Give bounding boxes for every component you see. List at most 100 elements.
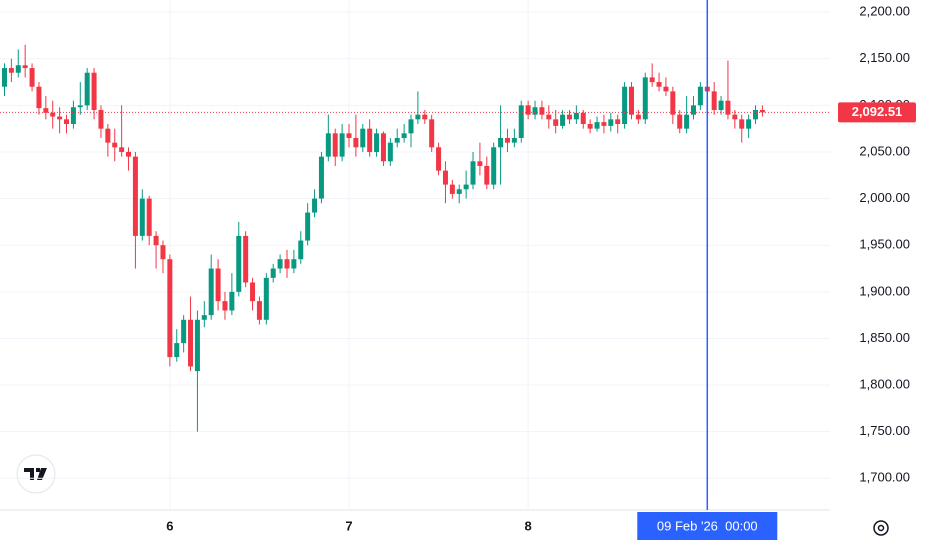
candle-body (153, 235, 159, 246)
candle-body (422, 114, 428, 120)
y-tick-label: 2,150.00 (859, 50, 910, 65)
candle-body (429, 119, 435, 148)
candle-body (36, 86, 42, 109)
candle-body (566, 114, 572, 120)
candle-body (587, 124, 593, 129)
crosshair-label: 09 Feb '26 00:00 (657, 518, 758, 533)
candle-body (628, 86, 634, 115)
candle-body (70, 107, 76, 125)
candle-body (105, 128, 111, 143)
candle-body (194, 319, 200, 372)
last-price-box (838, 102, 916, 123)
candle-body (732, 114, 738, 120)
candle-body (174, 343, 180, 358)
candle-body (84, 72, 90, 106)
candle-body (8, 68, 14, 73)
candle-body (711, 91, 717, 111)
candle-body (208, 268, 214, 316)
candle-body (684, 114, 690, 129)
y-tick-label: 1,750.00 (859, 423, 910, 438)
settings-icon[interactable] (873, 520, 889, 536)
candle-body (415, 114, 421, 120)
candle-body (504, 137, 510, 143)
y-tick-label: 2,050.00 (859, 143, 910, 158)
candle-body (263, 277, 269, 320)
candle-body (615, 119, 621, 125)
candle-body (181, 319, 187, 344)
candle-body (491, 147, 497, 185)
candle-body (635, 114, 641, 120)
candle-body (718, 100, 724, 111)
x-tick-label: 7 (345, 518, 352, 533)
candle-body (64, 119, 70, 125)
candle-body (498, 137, 504, 148)
candle-body (243, 235, 249, 283)
candle-body (725, 100, 731, 115)
candle-body (580, 112, 586, 125)
candle-body (374, 133, 380, 152)
candle-body (360, 128, 366, 148)
candle-body (753, 110, 759, 120)
candle-body (43, 108, 49, 113)
candle-body (29, 68, 35, 87)
y-tick-label: 1,850.00 (859, 330, 910, 345)
tv-logo (16, 454, 56, 494)
candle-body (312, 198, 318, 213)
candle-body (353, 137, 359, 148)
candle-body (456, 189, 462, 194)
candle-body (98, 110, 104, 129)
candle-body (594, 122, 600, 129)
candle-body (188, 319, 194, 367)
candle-body (222, 301, 228, 311)
candle-body (697, 86, 703, 106)
candle-body (539, 107, 545, 115)
candle-body (649, 77, 655, 83)
candle-body (277, 259, 283, 269)
candle-body (22, 65, 28, 69)
candle-body (256, 301, 262, 320)
candle-body (746, 119, 752, 129)
candle-body (622, 86, 628, 125)
y-tick-label: 1,950.00 (859, 237, 910, 252)
candle-body (236, 235, 242, 292)
candle-body (394, 137, 400, 143)
candle-body (546, 114, 552, 120)
candle-body (484, 165, 490, 185)
candle-body (339, 133, 345, 157)
candle-body (332, 133, 338, 157)
candle-body (305, 212, 311, 241)
candle-body (449, 184, 455, 194)
candle-body (470, 161, 476, 185)
candle-body (318, 156, 324, 199)
candle-body (670, 91, 676, 115)
candle-body (119, 147, 125, 152)
candle-body (91, 72, 97, 111)
candle-body (250, 282, 256, 302)
y-tick-label: 2,200.00 (859, 4, 910, 19)
y-tick-label: 2,000.00 (859, 190, 910, 205)
candle-body (573, 112, 579, 120)
candle-body (656, 82, 662, 87)
candle-body (553, 119, 559, 126)
candle-body (112, 142, 118, 148)
candle-body (57, 116, 63, 120)
candle-body (270, 268, 276, 278)
crosshair-label-box (637, 512, 778, 540)
candle-body (15, 65, 21, 73)
candle-body (436, 147, 442, 171)
candle-body (126, 151, 132, 157)
candle-body (677, 114, 683, 129)
candle-body (229, 291, 235, 311)
candle-body (442, 170, 448, 185)
candle-body (739, 119, 745, 129)
candle-body (367, 128, 373, 152)
candle-body (608, 119, 614, 126)
candle-body (518, 105, 524, 138)
candle-body (525, 105, 531, 115)
candle-body (50, 112, 56, 117)
candle-body (511, 137, 517, 143)
candle-body (532, 107, 538, 115)
x-tick-label: 8 (525, 518, 532, 533)
